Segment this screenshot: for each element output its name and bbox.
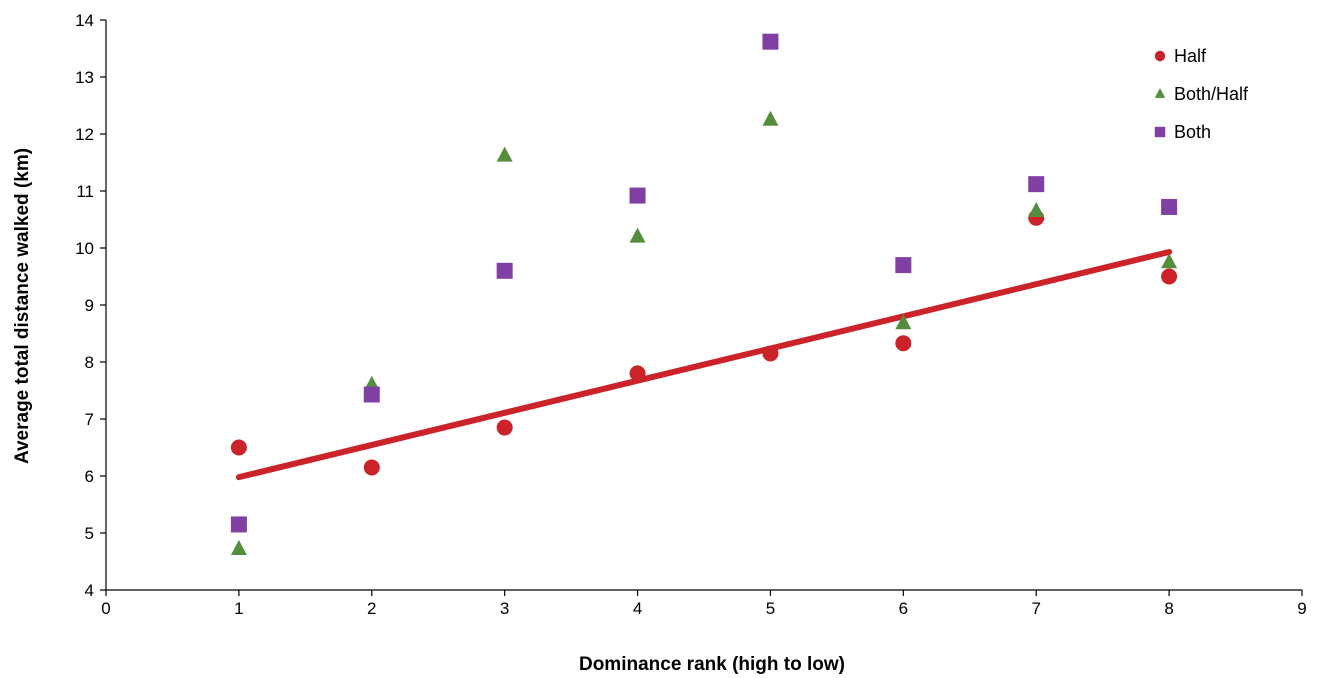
data-point-square — [1028, 176, 1045, 193]
legend-marker-circle — [1154, 50, 1166, 62]
y-tick-label: 9 — [85, 296, 94, 315]
data-points — [230, 33, 1178, 555]
series-both — [230, 33, 1178, 533]
x-tick-label: 1 — [234, 599, 243, 618]
y-tick-label: 11 — [76, 182, 94, 201]
data-point-triangle — [1161, 253, 1178, 269]
y-tick-label: 5 — [85, 524, 94, 543]
series-half — [230, 209, 1178, 476]
legend-label: Both/Half — [1174, 84, 1249, 104]
y-tick-label: 6 — [85, 467, 94, 486]
x-tick-label: 0 — [101, 599, 110, 618]
legend-marker-triangle — [1154, 88, 1166, 98]
legend: Half Both/Half Both — [1154, 46, 1249, 142]
y-tick-label: 13 — [75, 68, 94, 87]
legend-label: Both — [1174, 122, 1211, 142]
data-point-triangle — [1028, 201, 1045, 217]
x-tick-label: 2 — [367, 599, 376, 618]
data-point-square — [629, 187, 646, 204]
x-tick-label: 3 — [500, 599, 509, 618]
y-tick-label: 10 — [75, 239, 94, 258]
trendline-group — [235, 248, 1173, 481]
trendline — [235, 248, 1173, 481]
data-point-triangle — [629, 227, 646, 243]
data-point-triangle — [230, 539, 247, 555]
y-tick-label: 14 — [75, 11, 94, 30]
data-point-square — [363, 386, 380, 403]
legend-label: Half — [1174, 46, 1207, 66]
y-tick-label: 7 — [85, 410, 94, 429]
x-tick-label: 9 — [1297, 599, 1306, 618]
legend-marker-square — [1154, 126, 1166, 138]
data-point-square — [230, 516, 247, 533]
data-point-circle — [363, 459, 380, 476]
x-tick-label: 6 — [899, 599, 908, 618]
data-point-circle — [230, 439, 247, 456]
y-tick-label: 12 — [75, 125, 94, 144]
data-point-square — [895, 257, 912, 274]
data-point-circle — [1161, 268, 1178, 285]
x-tick-label: 4 — [633, 599, 642, 618]
data-point-square — [762, 33, 779, 50]
x-tick-label: 8 — [1164, 599, 1173, 618]
y-tick-label: 4 — [85, 581, 94, 600]
y-tick-label: 8 — [85, 353, 94, 372]
data-point-circle — [895, 335, 912, 352]
data-point-circle — [762, 345, 779, 362]
y-axis-title: Average total distance walked (km) — [12, 148, 33, 464]
data-point-circle — [496, 419, 513, 436]
x-axis-title: Dominance rank (high to low) — [579, 654, 845, 675]
data-point-triangle — [895, 314, 912, 330]
x-tick-label: 7 — [1031, 599, 1040, 618]
data-point-triangle — [496, 146, 513, 162]
data-point-square — [496, 262, 513, 279]
data-point-square — [1161, 198, 1178, 215]
x-tick-label: 5 — [766, 599, 775, 618]
data-point-triangle — [762, 110, 779, 126]
data-point-circle — [629, 365, 646, 382]
